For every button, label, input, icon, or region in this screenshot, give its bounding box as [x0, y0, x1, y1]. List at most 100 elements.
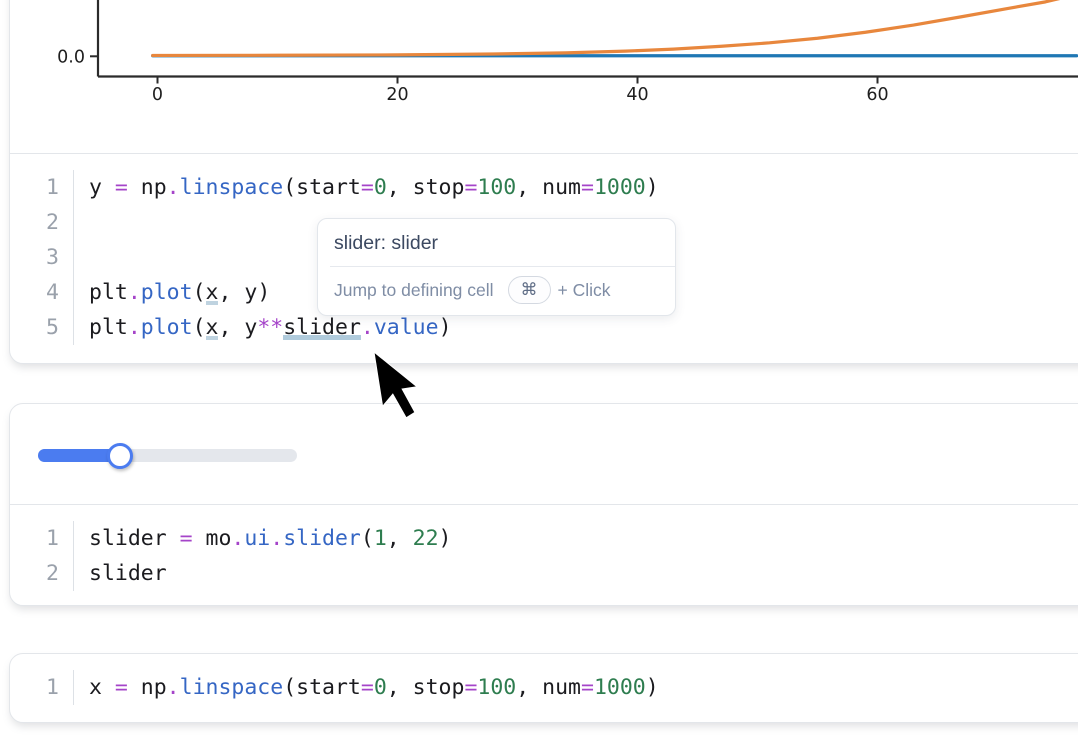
code-token: ,	[386, 526, 413, 551]
code-token: value	[373, 315, 439, 340]
code-token: 1000	[593, 175, 646, 200]
code-token: y	[89, 175, 115, 200]
slider-output-area	[10, 404, 1078, 504]
line-number: 5	[10, 310, 74, 345]
code-token: num	[542, 675, 581, 700]
code-token: stop	[412, 675, 465, 700]
code-token: .	[127, 280, 141, 305]
slider-handle[interactable]	[107, 442, 133, 469]
tooltip-action-label: Jump to defining cell	[334, 279, 494, 300]
code-text[interactable]: x = np.linspace(start=0, stop=100, num=1…	[74, 670, 659, 705]
line-number: 3	[10, 240, 74, 275]
code-token: 100	[477, 175, 517, 200]
code-token: np	[140, 175, 167, 200]
code-token: =	[114, 675, 141, 700]
code-token: ,	[516, 175, 543, 200]
code-token: ,	[386, 175, 413, 200]
code-token: start	[296, 175, 361, 200]
code-token: (	[360, 526, 374, 551]
code-token: .	[166, 675, 180, 700]
tooltip-title: slider: slider	[334, 232, 439, 254]
code-token: =	[179, 526, 206, 551]
tooltip-jump-hint: Jump to defining cell ⌘ + Click	[318, 267, 675, 315]
code-token: =	[580, 675, 594, 700]
code-token: )	[438, 526, 452, 551]
tooltip-click-label: + Click	[557, 279, 611, 300]
code-token: plt	[89, 315, 128, 340]
code-token: (	[283, 175, 297, 200]
slider-track[interactable]	[38, 442, 297, 469]
code-token: mo	[205, 526, 232, 551]
code-token: (	[192, 280, 206, 305]
code-token: linspace	[179, 175, 284, 200]
code-text[interactable]: plt.plot(x, y**slider.value)	[74, 310, 452, 345]
plot-output-area: 0.0 0 20 40 60	[10, 0, 1078, 153]
code-token[interactable]: x	[205, 280, 219, 305]
code-token: num	[542, 175, 581, 200]
code-token: )	[645, 675, 659, 700]
code-text[interactable]	[74, 240, 89, 275]
code-text[interactable]: y = np.linspace(start=0, stop=100, num=1…	[74, 170, 659, 205]
x-axis-tick-label: 40	[626, 85, 648, 105]
code-token: .	[127, 315, 141, 340]
code-line-row: 4 plt.plot(x, y)	[10, 275, 1078, 310]
code-token: 100	[477, 675, 517, 700]
code-token: 1	[373, 526, 387, 551]
code-token: linspace	[179, 675, 284, 700]
code-token: plot	[140, 280, 193, 305]
x-axis-tick-label: 20	[386, 85, 408, 105]
line-number: 2	[10, 205, 74, 240]
command-key-icon: ⌘	[507, 276, 551, 304]
code-token: )	[257, 280, 271, 305]
code-text[interactable]	[74, 205, 89, 240]
code-token: ,	[516, 675, 543, 700]
line-number: 4	[10, 275, 74, 310]
code-line-row: 1 slider = mo.ui.slider(1, 22)	[10, 521, 1078, 556]
plot-line	[151, 0, 1061, 58]
code-token: x	[89, 675, 115, 700]
line-number: 1	[10, 521, 74, 556]
tooltip-divider	[330, 266, 675, 267]
cell-slider: 1 slider = mo.ui.slider(1, 22) 2 slider	[9, 403, 1078, 606]
code-token: start	[296, 675, 361, 700]
code-token: plot	[140, 315, 193, 340]
code-line-row: 2 slider	[10, 556, 1078, 591]
y-axis-tick-label: 0.0	[57, 47, 85, 67]
code-token: ,	[386, 675, 413, 700]
code-token: ui	[244, 526, 271, 551]
code-token: slider	[89, 561, 167, 586]
code-token: np	[140, 675, 167, 700]
x-axis-tick-label: 60	[866, 85, 888, 105]
code-token: plt	[89, 280, 128, 305]
code-editor-slider[interactable]: 1 slider = mo.ui.slider(1, 22) 2 slider	[10, 504, 1078, 608]
code-text[interactable]: plt.plot(x, y)	[74, 275, 270, 310]
code-token: =	[464, 175, 478, 200]
code-line-row: 5 plt.plot(x, y**slider.value)	[10, 310, 1078, 345]
code-token: =	[360, 175, 374, 200]
code-text[interactable]: slider	[74, 556, 167, 591]
code-token: =	[360, 675, 374, 700]
slider-reference-token[interactable]: slider	[283, 315, 361, 340]
code-token: 1000	[593, 675, 646, 700]
code-line-row: 3	[10, 240, 1078, 275]
code-token: y	[244, 315, 258, 340]
code-token: ,	[218, 280, 245, 305]
code-token: 0	[373, 675, 387, 700]
code-token: .	[270, 526, 284, 551]
code-token: .	[360, 315, 374, 340]
code-token: .	[231, 526, 245, 551]
code-token[interactable]: x	[205, 315, 219, 340]
code-token: )	[438, 315, 452, 340]
line-number: 1	[10, 670, 74, 705]
code-text[interactable]: slider = mo.ui.slider(1, 22)	[74, 521, 452, 556]
line-number: 2	[10, 556, 74, 591]
code-token: (	[192, 315, 206, 340]
code-token: slider	[89, 526, 180, 551]
code-token: **	[257, 315, 284, 340]
code-token: ,	[218, 315, 245, 340]
